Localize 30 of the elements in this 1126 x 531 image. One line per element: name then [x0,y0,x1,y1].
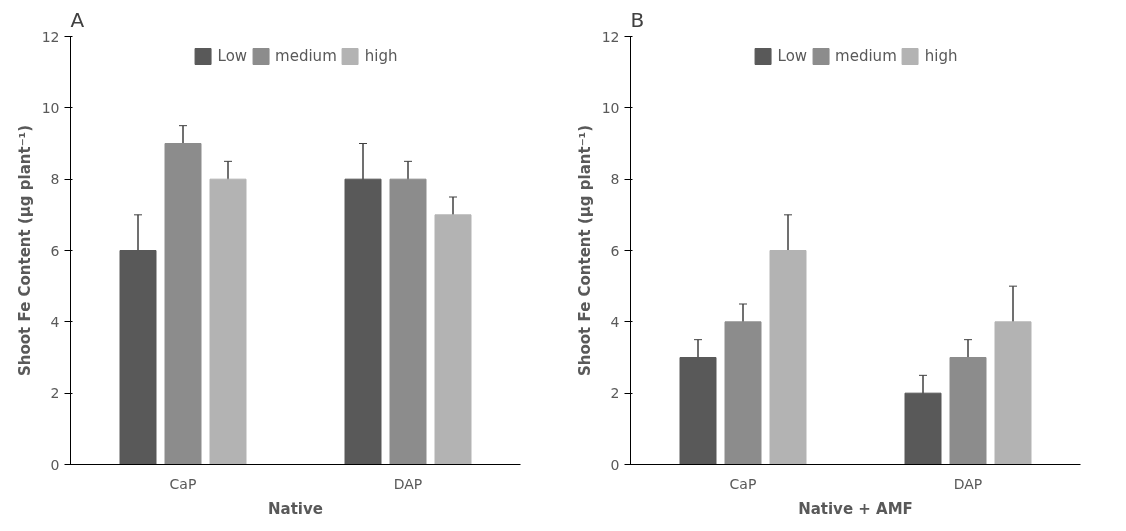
chart-title: A [70,7,85,32]
legend-label: Low [777,47,808,65]
x-tick-label: CaP [729,475,757,492]
y-tick-label: 6 [50,242,60,259]
y-tick-label: 12 [41,28,60,45]
y-tick-label: 8 [610,171,620,188]
x-tick-label: DAP [393,475,423,492]
y-tick-label: 2 [610,385,620,402]
y-tick-label: 4 [50,313,60,330]
y-axis-title: Shoot Fe Content (µg plant⁻¹) [575,125,594,376]
y-tick-label: 8 [50,171,60,188]
y-tick-label: 10 [601,99,620,116]
x-axis-title: Native + AMF [798,499,913,518]
legend-label: high [924,47,958,65]
legend-label: high [364,47,398,65]
x-tick-label: DAP [953,475,983,492]
y-tick-label: 4 [610,313,620,330]
legend-label: medium [835,47,897,65]
y-axis-title: Shoot Fe Content (µg plant⁻¹) [15,125,34,376]
x-axis-title: Native [268,499,323,518]
y-tick-label: 2 [50,385,60,402]
y-tick-label: 0 [50,456,60,473]
legend-label: medium [275,47,337,65]
y-tick-label: 6 [610,242,620,259]
y-tick-label: 10 [41,99,60,116]
y-tick-label: 0 [610,456,620,473]
legend-label: Low [217,47,248,65]
y-tick-label: 12 [601,28,620,45]
chart-title: B [630,7,645,32]
x-tick-label: CaP [169,475,197,492]
